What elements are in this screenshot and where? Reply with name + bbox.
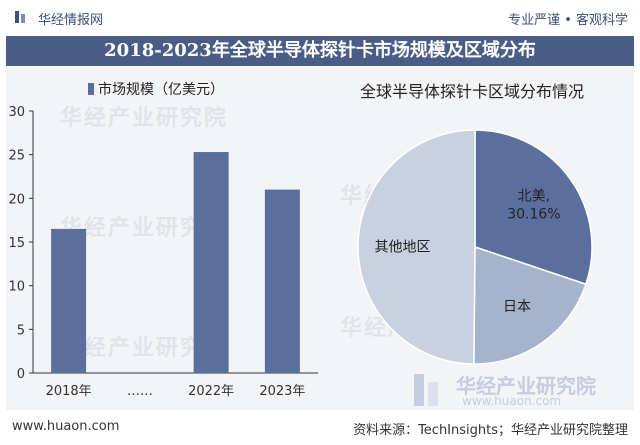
brand-logo-icon bbox=[414, 374, 438, 406]
watermark-text: 华经产业研究院 bbox=[60, 336, 229, 361]
footer-source: 资料来源：TechInsights；华经产业研究院整理 bbox=[353, 423, 628, 438]
legend-label: 市场规模（亿美元） bbox=[98, 82, 224, 98]
watermark-text: 华经产业研究院 bbox=[340, 316, 509, 341]
brand-en: www.huaon.com bbox=[462, 394, 562, 408]
watermark-text: 华经产业研究院 bbox=[340, 184, 509, 209]
slogan: 专业严谨 • 客观科学 bbox=[508, 13, 628, 28]
footer: www.huaon.com 资料来源：TechInsights；华经产业研究院整… bbox=[0, 410, 640, 445]
legend-swatch bbox=[88, 83, 94, 95]
watermark-text: 华经产业研究院 bbox=[60, 106, 229, 131]
footer-website: www.huaon.com bbox=[12, 419, 120, 434]
watermark-text: 华经产业研究院 bbox=[60, 216, 229, 241]
page-title: 2018-2023年全球半导体探针卡市场规模及区域分布 bbox=[6, 36, 634, 66]
site-name: 华经情报网 bbox=[38, 13, 104, 28]
top-bar: 华经情报网 专业严谨 • 客观科学 bbox=[0, 0, 640, 34]
watermark-brand: 华经产业研究院 www.huaon.com bbox=[412, 370, 596, 414]
logo-icon bbox=[15, 11, 25, 23]
bar-legend: 市场规模（亿美元） bbox=[88, 79, 224, 99]
brand-cn: 华经产业研究院 bbox=[456, 374, 596, 398]
pie-title: 全球半导体探针卡区域分布情况 bbox=[360, 82, 585, 101]
